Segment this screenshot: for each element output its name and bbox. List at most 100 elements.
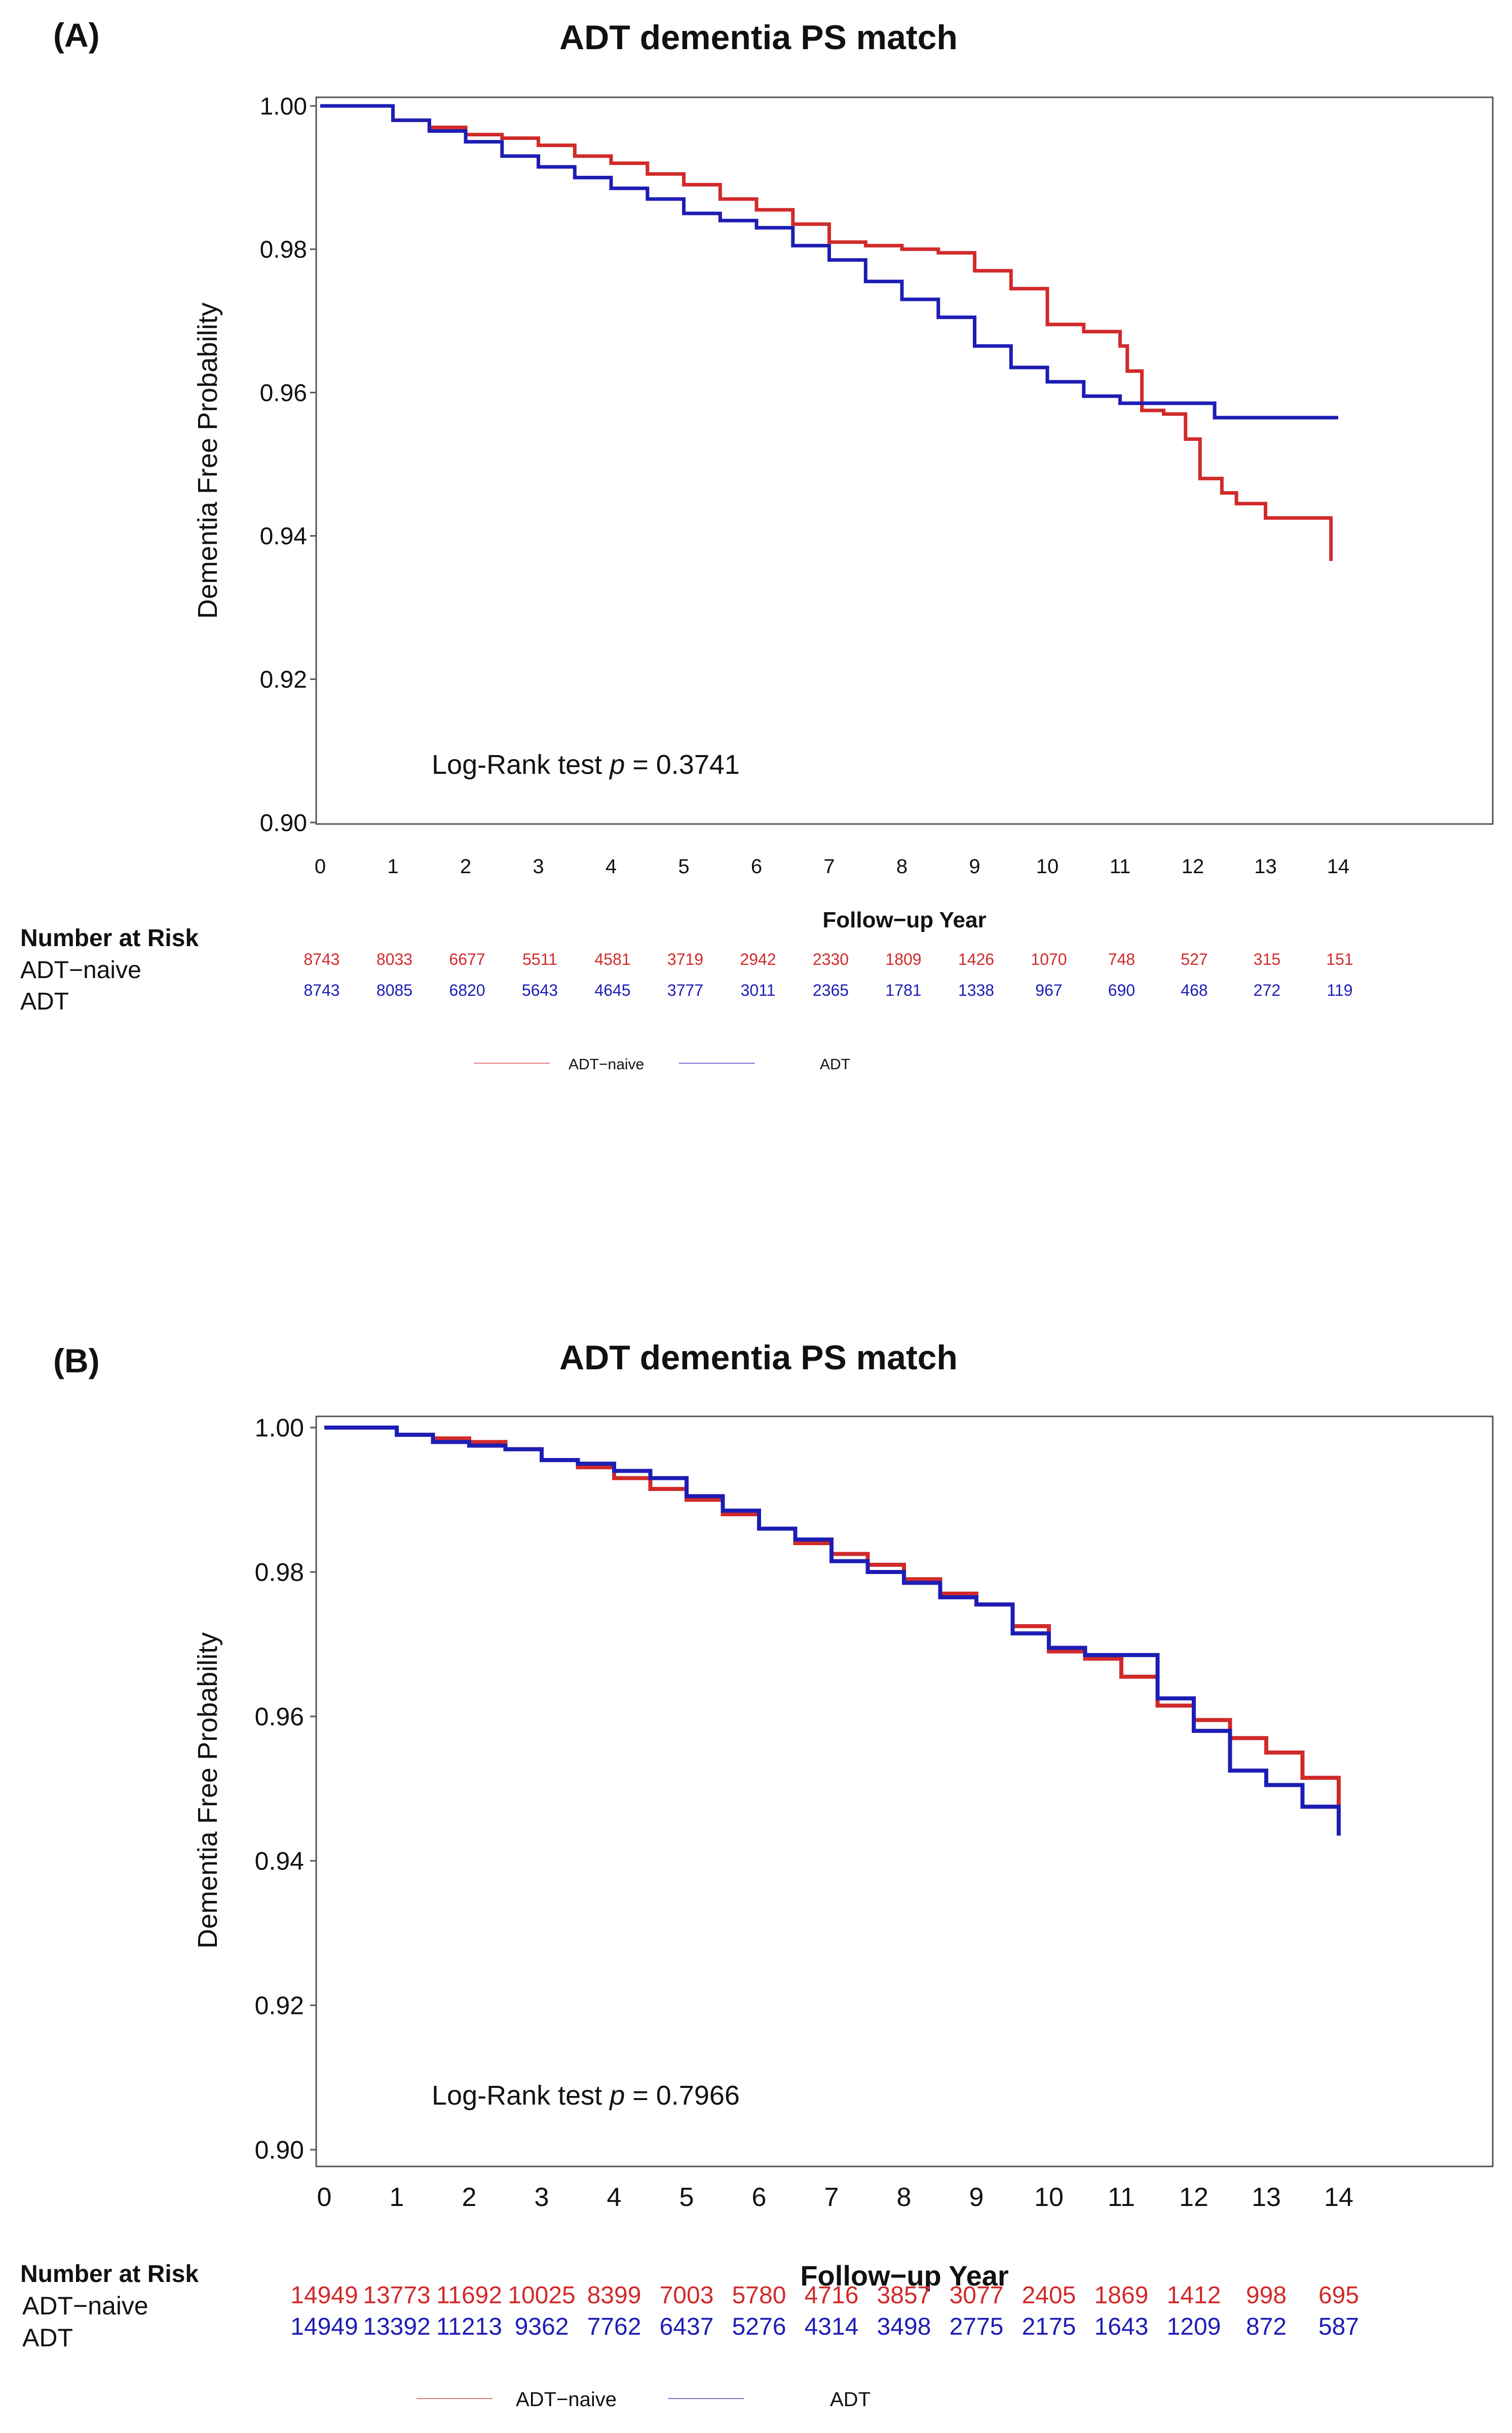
y-tick-label: 0.98: [260, 237, 307, 264]
risk-value-naive: 3719: [667, 950, 703, 968]
risk-value-naive: 11692: [436, 2282, 502, 2309]
y-tick-label: 0.98: [255, 1558, 304, 1587]
risk-row-label-naive: ADT−naive: [22, 2292, 148, 2320]
risk-value-adt: 8743: [304, 981, 339, 999]
risk-value-adt: 3777: [667, 981, 703, 999]
x-tick-label: 3: [535, 2183, 549, 2212]
x-ticks: 0 1 2 3 4 5 6 7 8 9 10 11 12 13 14: [317, 2183, 1353, 2212]
risk-value-naive: 748: [1108, 950, 1135, 968]
risk-value-naive: 527: [1181, 950, 1207, 968]
risk-value-adt: 2365: [813, 981, 849, 999]
curve-adt-naive: [324, 1426, 1341, 1814]
x-tick-label: 8: [896, 855, 908, 878]
x-tick-label: 4: [606, 855, 617, 878]
x-tick-label: 10: [1036, 855, 1059, 878]
curve-adt: [324, 1426, 1341, 1836]
x-ticks: 0 1 2 3 4 5 6 7 8 9 10 11 12 13 14: [315, 855, 1349, 878]
log-rank-annotation: Log-Rank test p = 0.3741: [432, 750, 740, 780]
y-axis-label: Dementia Free Probability: [193, 1632, 223, 1949]
risk-value-naive: 5780: [732, 2282, 786, 2309]
x-tick-label: 8: [897, 2183, 912, 2212]
curve-adt-naive: [320, 104, 1333, 561]
x-tick-label: 5: [679, 2183, 694, 2212]
risk-value-adt: 967: [1035, 981, 1062, 999]
x-tick-label: 9: [969, 2183, 984, 2212]
risk-value-naive: 7003: [660, 2282, 714, 2309]
risk-value-naive: 1809: [885, 950, 921, 968]
x-tick-label: 0: [317, 2183, 332, 2212]
y-tick-label: 0.90: [260, 810, 307, 837]
risk-row-label-adt: ADT: [22, 2324, 73, 2352]
y-tick-label: 0.92: [255, 1992, 304, 2020]
x-tick-label: 10: [1034, 2183, 1064, 2212]
x-tick-label: 0: [315, 855, 326, 878]
risk-value-naive: 3077: [950, 2282, 1004, 2309]
risk-value-naive: 13773: [363, 2282, 430, 2309]
risk-value-naive: 2942: [740, 950, 776, 968]
y-ticks: 0.90 0.92 0.94 0.96 0.98 1.00: [260, 93, 316, 837]
risk-row-label-adt: ADT: [20, 988, 69, 1015]
y-tick-label: 0.94: [260, 523, 307, 550]
risk-value-adt: 3498: [877, 2313, 931, 2340]
curve-adt: [320, 104, 1338, 420]
x-tick-label: 11: [1108, 2183, 1135, 2212]
risk-value-adt: 1209: [1167, 2313, 1221, 2340]
risk-value-naive: 151: [1326, 950, 1353, 968]
x-tick-label: 1: [390, 2183, 404, 2212]
legend: ADT−naive ADT: [474, 1056, 850, 1073]
x-tick-label: 6: [752, 2183, 767, 2212]
y-axis-label: Dementia Free Probability: [193, 303, 223, 619]
plot-frame: [315, 1415, 1494, 2167]
risk-value-naive: 5511: [522, 950, 557, 968]
risk-row-label-naive: ADT−naive: [20, 957, 141, 984]
risk-value-adt: 272: [1254, 981, 1280, 999]
risk-value-naive: 3857: [877, 2282, 931, 2309]
risk-table: 14949 13773 11692 10025 8399 7003 5780 4716 3857…: [290, 2282, 1359, 2340]
x-tick-label: 13: [1254, 855, 1277, 878]
x-tick-label: 7: [824, 2183, 839, 2212]
panel-a: (A) ADT dementia PS match Dementia Free …: [20, 16, 1494, 1073]
risk-value-adt: 872: [1246, 2313, 1287, 2340]
risk-value-adt: 9362: [515, 2313, 569, 2340]
panel-b: (B) ADT dementia PS match Dementia Free …: [20, 1338, 1494, 2411]
risk-value-adt: 13392: [363, 2313, 430, 2340]
risk-value-adt: 11213: [436, 2313, 502, 2340]
x-tick-label: 14: [1324, 2183, 1353, 2212]
risk-value-adt: 3011: [741, 981, 776, 999]
risk-value-naive: 6677: [449, 950, 485, 968]
x-tick-label: 12: [1179, 2183, 1208, 2212]
log-rank-annotation: Log-Rank test p = 0.7966: [432, 2080, 740, 2111]
survival-curves: [320, 104, 1338, 561]
y-tick-label: 0.90: [255, 2136, 304, 2164]
legend: ADT−naive ADT: [417, 2388, 871, 2411]
plot-frame: [315, 96, 1494, 825]
chart-title: ADT dementia PS match: [559, 1338, 958, 1377]
legend-label-adt: ADT: [830, 2388, 871, 2411]
panel-label: (B): [53, 1342, 100, 1379]
x-tick-label: 5: [678, 855, 689, 878]
risk-table: 8743 8033 6677 5511 4581 3719 2942 2330 1809 1426…: [304, 950, 1353, 999]
legend-label-naive: ADT−naive: [569, 1056, 644, 1073]
risk-value-adt: 5276: [732, 2313, 786, 2340]
risk-value-adt: 587: [1318, 2313, 1359, 2340]
y-tick-label: 1.00: [260, 93, 307, 120]
x-tick-label: 6: [751, 855, 762, 878]
y-tick-label: 1.00: [255, 1414, 304, 1442]
risk-value-adt: 7762: [587, 2313, 641, 2340]
y-ticks: 0.90 0.92 0.94 0.96 0.98 1.00: [255, 1414, 316, 2164]
risk-value-naive: 10025: [508, 2282, 575, 2309]
risk-value-adt: 1643: [1094, 2313, 1149, 2340]
risk-value-naive: 14949: [290, 2282, 358, 2309]
risk-value-naive: 4716: [805, 2282, 859, 2309]
risk-value-naive: 1869: [1094, 2282, 1149, 2309]
risk-value-adt: 690: [1108, 981, 1135, 999]
risk-value-naive: 4581: [594, 950, 630, 968]
risk-value-adt: 119: [1327, 981, 1352, 999]
risk-value-adt: 6437: [660, 2313, 714, 2340]
risk-value-naive: 998: [1246, 2282, 1287, 2309]
panel-label: (A): [53, 16, 100, 54]
x-tick-label: 3: [533, 855, 544, 878]
x-tick-label: 11: [1110, 855, 1131, 878]
risk-value-adt: 2175: [1022, 2313, 1076, 2340]
